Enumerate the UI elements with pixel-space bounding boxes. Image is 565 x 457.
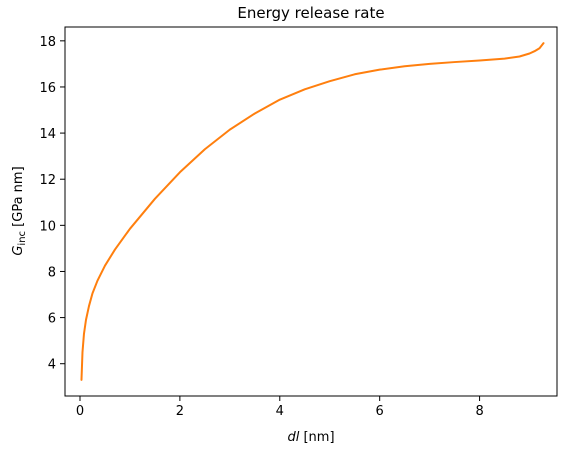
y-tick-label: 10 <box>39 219 56 234</box>
y-axis-title: Ginc [GPa nm] <box>11 166 28 255</box>
x-tick-label: 2 <box>176 404 184 419</box>
y-tick-label: 14 <box>39 127 56 142</box>
y-tick-label: 12 <box>39 173 56 188</box>
x-axis-ticks: 0 2 4 6 8 <box>76 396 484 419</box>
y-tick-label: 8 <box>48 265 56 280</box>
y-axis-symbol: G <box>11 246 26 256</box>
x-tick-label: 4 <box>276 404 284 419</box>
x-axis-unit: [nm] <box>299 430 334 445</box>
plot-layer <box>80 42 545 381</box>
x-tick-label: 0 <box>76 404 84 419</box>
y-tick-label: 4 <box>48 358 56 373</box>
x-tick-label: 6 <box>376 404 384 419</box>
y-axis-subscript: inc <box>17 231 28 246</box>
y-tick-label: 16 <box>39 81 56 96</box>
y-tick-label: 18 <box>39 35 56 50</box>
x-axis-symbol: dl <box>287 430 299 445</box>
y-axis-unit: [GPa nm] <box>11 166 26 231</box>
x-tick-label: 8 <box>475 404 483 419</box>
energy-release-rate-series-line <box>80 42 545 381</box>
x-axis-title: dl [nm] <box>287 430 334 445</box>
chart-title: Energy release rate <box>237 4 384 22</box>
y-tick-label: 6 <box>48 312 56 327</box>
y-axis-ticks: 4 6 8 10 12 14 16 18 <box>39 35 65 373</box>
plot-area-frame <box>64 26 558 397</box>
